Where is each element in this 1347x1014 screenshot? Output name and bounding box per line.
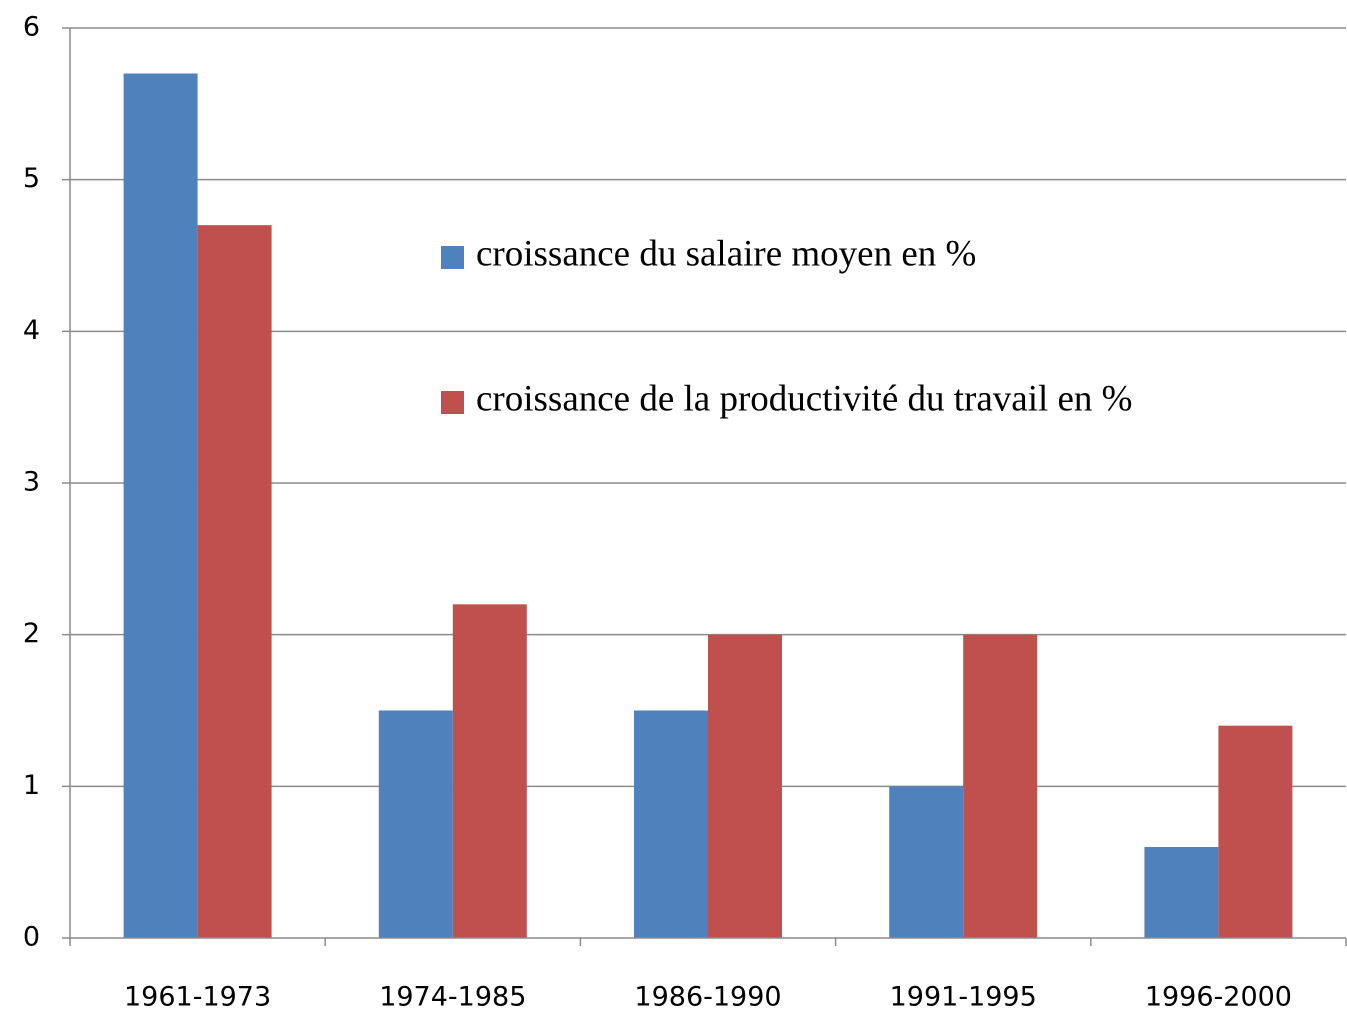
legend-label: croissance de la productivité du travail… — [476, 378, 1133, 419]
bar — [123, 73, 198, 938]
x-tick-label: 1996-2000 — [1145, 982, 1292, 1013]
x-tick-label: 1974-1985 — [379, 982, 526, 1013]
bar — [197, 225, 272, 938]
bar — [452, 604, 527, 938]
bar — [963, 634, 1038, 938]
y-tick-label: 3 — [23, 467, 40, 498]
x-tick-label: 1961-1973 — [124, 982, 271, 1013]
legend-swatch — [441, 391, 464, 414]
bar — [889, 786, 964, 938]
bar — [1144, 847, 1219, 938]
y-tick-label: 5 — [23, 163, 40, 194]
legend-swatch — [441, 246, 464, 269]
bar — [1218, 725, 1293, 938]
x-tick-label: 1991-1995 — [890, 982, 1037, 1013]
y-tick-label: 4 — [23, 315, 40, 346]
bar — [378, 710, 453, 938]
y-tick-label: 6 — [23, 12, 40, 43]
y-tick-label: 1 — [23, 770, 40, 801]
y-tick-label: 2 — [23, 618, 40, 649]
y-tick-label: 0 — [23, 922, 40, 953]
x-tick-label: 1986-1990 — [634, 982, 781, 1013]
bar — [708, 634, 782, 938]
bar — [634, 710, 708, 938]
legend-label: croissance du salaire moyen en % — [476, 233, 976, 274]
